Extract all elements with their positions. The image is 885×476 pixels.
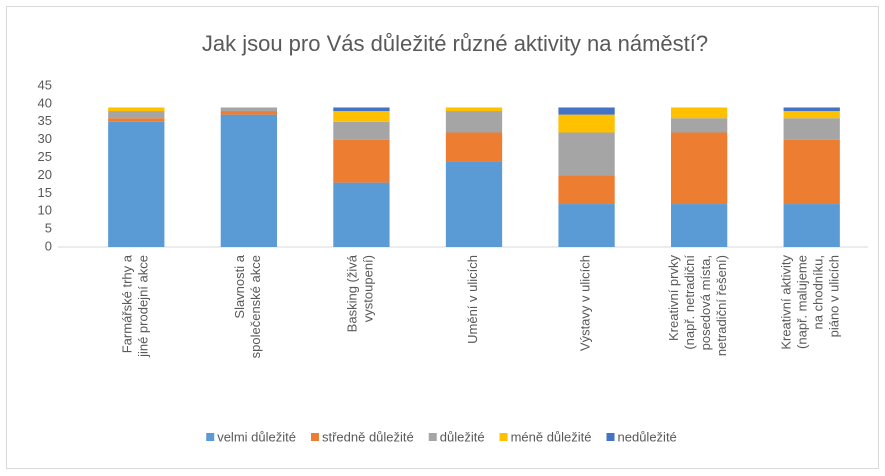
legend-swatch (606, 433, 615, 441)
bar-segment (445, 111, 503, 133)
x-tick-label: Výstavy v ulicích (578, 255, 593, 351)
bar-segment (783, 139, 840, 205)
x-tick-label: Slavnosti aspolečenské akce (232, 254, 263, 358)
bar-segment (783, 204, 840, 247)
y-tick-label: 30 (38, 131, 52, 146)
x-tick-label: Kreativní aktivity(např. malujemena chod… (779, 255, 842, 350)
bar-segment (108, 107, 165, 112)
bar-segment (220, 114, 277, 247)
bar-segment (333, 139, 390, 183)
legend-label: středně důležité (322, 429, 414, 444)
bar-segment (333, 182, 390, 247)
y-tick-label: 35 (38, 113, 52, 128)
bar-segment (108, 121, 165, 247)
bar-segment (445, 161, 503, 247)
bar-segment (558, 107, 615, 115)
x-tick-label: Kreativní prvky(např. netradičníposedová… (667, 255, 730, 357)
y-tick-label: 5 (45, 221, 52, 236)
bar-segment (220, 107, 277, 112)
bar-segment (783, 107, 840, 112)
legend-label: velmi důležité (217, 429, 296, 444)
legend-label: méně důležité (511, 429, 592, 444)
bar-segment (671, 132, 728, 205)
x-tick-label: Basking (živávystoupení) (345, 254, 376, 332)
legend-label: důležité (440, 429, 485, 444)
x-tick-label: Umění v ulicích (465, 255, 480, 344)
bar-segment (220, 111, 277, 115)
bar-segment (671, 107, 728, 119)
bar-segment (558, 114, 615, 133)
bar-segment (108, 111, 165, 119)
bar-segment (445, 132, 503, 162)
y-tick-label: 20 (38, 167, 52, 182)
legend-label: nedůležité (618, 429, 677, 444)
bar-segment (671, 118, 728, 133)
x-tick-label: Farmářské trhy ajiné prodejní akce (120, 254, 151, 358)
bar-segment (783, 111, 840, 119)
y-tick-label: 25 (38, 149, 52, 164)
y-tick-label: 40 (38, 95, 52, 110)
legend-swatch (310, 433, 319, 441)
bar-segment (558, 132, 615, 176)
legend-swatch (206, 433, 215, 441)
bar-segment (558, 175, 615, 205)
bar-segment (783, 118, 840, 140)
bar-segment (333, 121, 390, 140)
bar-segment (445, 107, 503, 112)
y-tick-label: 45 (38, 77, 52, 92)
bar-segment (333, 111, 390, 122)
bar-segment (558, 204, 615, 247)
y-tick-label: 0 (45, 238, 52, 253)
bar-segment (671, 204, 728, 247)
y-tick-label: 10 (38, 203, 52, 218)
legend-swatch (428, 433, 437, 441)
bar-segment (333, 107, 390, 112)
legend-swatch (499, 433, 508, 441)
y-tick-label: 15 (38, 185, 52, 200)
chart-title: Jak jsou pro Vás důležité různé aktivity… (202, 31, 708, 56)
bar-segment (108, 118, 165, 122)
